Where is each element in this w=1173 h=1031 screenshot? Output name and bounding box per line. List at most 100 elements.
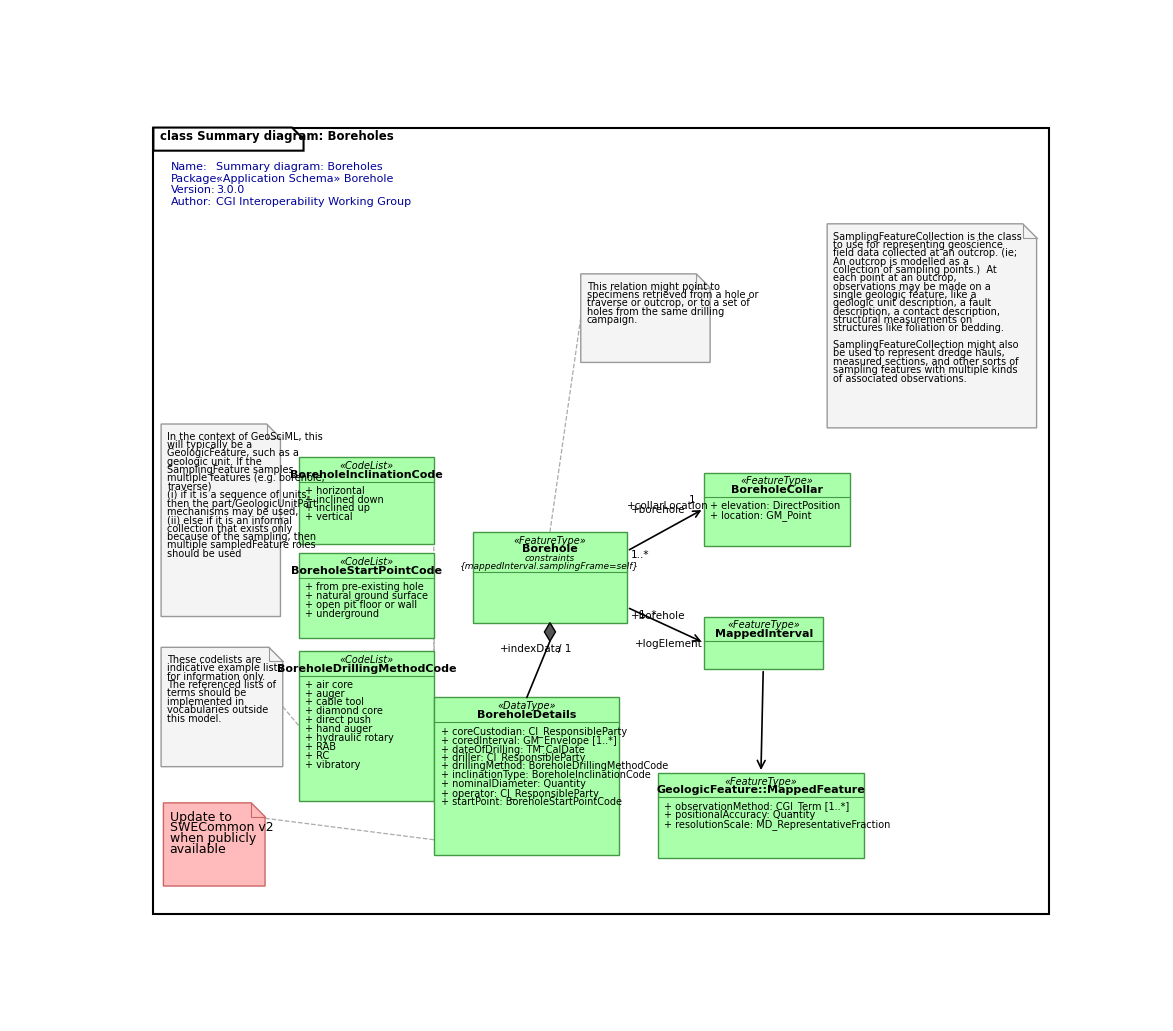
Text: BoreholeStartPointCode: BoreholeStartPointCode [291,566,442,576]
Text: +logElement: +logElement [635,639,703,648]
Text: «CodeList»: «CodeList» [339,557,393,567]
Text: Name:: Name: [171,162,208,172]
Text: BoreholeDetails: BoreholeDetails [477,710,577,720]
Text: vocabularies outside: vocabularies outside [168,705,269,716]
Polygon shape [827,224,1037,428]
Text: single geologic feature, like a: single geologic feature, like a [833,290,977,300]
Text: should be used: should be used [168,548,242,559]
Text: CGI Interoperability Working Group: CGI Interoperability Working Group [216,197,411,207]
Text: «FeatureType»: «FeatureType» [725,776,798,787]
Text: measured sections, and other sorts of: measured sections, and other sorts of [833,357,1019,367]
Text: Borehole: Borehole [522,544,578,555]
Polygon shape [581,274,710,363]
Bar [299,554,434,638]
Text: + operator: CI_ResponsibleParty: + operator: CI_ResponsibleParty [441,788,598,799]
Text: + RC: + RC [305,751,330,761]
Text: traverse or outcrop, or to a set of: traverse or outcrop, or to a set of [586,298,750,308]
Bar [658,773,865,858]
Text: structures like foliation or bedding.: structures like foliation or bedding. [833,324,1004,333]
Text: + air core: + air core [305,679,353,690]
Text: campaign.: campaign. [586,315,638,325]
Polygon shape [163,803,265,886]
Text: «FeatureType»: «FeatureType» [514,536,586,545]
Text: «DataType»: «DataType» [497,701,556,711]
Text: when publicly: when publicly [170,832,256,845]
Polygon shape [154,128,304,151]
Text: {mappedInterval.samplingFrame=self}: {mappedInterval.samplingFrame=self} [460,562,639,571]
Text: In the context of GeoSciML, this: In the context of GeoSciML, this [168,432,323,441]
Text: + natural ground surface: + natural ground surface [305,591,428,601]
Text: «CodeList»: «CodeList» [339,655,393,665]
Text: + open pit floor or wall: + open pit floor or wall [305,600,418,609]
Text: 1..*: 1..* [631,550,650,560]
Text: + nominalDiameter: Quantity: + nominalDiameter: Quantity [441,779,585,789]
Text: then the part/GeologicUnitPart: then the part/GeologicUnitPart [168,499,317,508]
Text: + elevation: DirectPosition: + elevation: DirectPosition [710,501,840,511]
Text: (i) if it is a sequence of units,: (i) if it is a sequence of units, [168,490,310,500]
Text: + vertical: + vertical [305,512,353,523]
Text: + coredInterval: GM_Envelope [1..*]: + coredInterval: GM_Envelope [1..*] [441,735,616,745]
Text: + RAB: + RAB [305,742,337,752]
Text: class Summary diagram: Boreholes: class Summary diagram: Boreholes [161,130,394,143]
Text: sampling features with multiple kinds: sampling features with multiple kinds [833,365,1018,375]
Text: MappedInterval: MappedInterval [714,629,813,639]
Text: +collarLocation: +collarLocation [626,501,708,511]
Text: be used to represent dredge hauls,: be used to represent dredge hauls, [833,348,1005,359]
Text: observations may be made on a: observations may be made on a [833,281,991,292]
Text: description, a contact description,: description, a contact description, [833,306,1001,317]
Text: This relation might point to: This relation might point to [586,281,720,292]
Text: available: available [170,842,226,856]
Text: + coreCustodian: CI_ResponsibleParty: + coreCustodian: CI_ResponsibleParty [441,726,626,737]
Bar [473,532,626,623]
Text: implemented in: implemented in [168,697,244,707]
Text: geologic unit description, a fault: geologic unit description, a fault [833,298,991,308]
Text: + inclined up: + inclined up [305,503,371,513]
Text: BoreholeDrillingMethodCode: BoreholeDrillingMethodCode [277,664,456,673]
Text: multiple features (e.g. borehole,: multiple features (e.g. borehole, [168,473,325,484]
Text: because of the sampling, then: because of the sampling, then [168,532,317,542]
Text: to use for representing geoscience: to use for representing geoscience [833,240,1003,250]
Text: +indexData: +indexData [500,644,562,655]
Text: + diamond core: + diamond core [305,706,382,717]
Text: geologic unit. If the: geologic unit. If the [168,457,262,467]
Text: + from pre-existing hole: + from pre-existing hole [305,581,423,592]
Bar [434,697,619,856]
Text: + direct push: + direct push [305,716,371,725]
Text: + hydraulic rotary: + hydraulic rotary [305,733,394,743]
Text: Version:: Version: [171,186,216,195]
Text: Author:: Author: [171,197,212,207]
Text: constraints: constraints [524,554,575,563]
Text: + startPoint: BoreholeStartPointCode: + startPoint: BoreholeStartPointCode [441,797,622,807]
Text: GeologicFeature::MappedFeature: GeologicFeature::MappedFeature [657,786,866,795]
Text: collection that exists only: collection that exists only [168,524,292,534]
Text: 1: 1 [689,495,696,505]
Polygon shape [161,647,283,767]
Text: 3.0.0: 3.0.0 [216,186,244,195]
Text: holes from the same drilling: holes from the same drilling [586,306,724,317]
Text: GeologicFeature, such as a: GeologicFeature, such as a [168,448,299,459]
Bar [299,457,434,544]
Text: «FeatureType»: «FeatureType» [727,621,800,630]
Text: «Application Schema» Borehole: «Application Schema» Borehole [216,174,393,184]
Text: structural measurements on: structural measurements on [833,315,972,325]
Text: + inclined down: + inclined down [305,495,384,504]
Text: + vibratory: + vibratory [305,760,360,770]
Text: + observationMethod: CGI_Term [1..*]: + observationMethod: CGI_Term [1..*] [664,801,849,812]
Text: + resolutionScale: MD_RepresentativeFraction: + resolutionScale: MD_RepresentativeFrac… [664,819,890,830]
Text: collection of sampling points.)  At: collection of sampling points.) At [833,265,997,275]
Text: «CodeList»: «CodeList» [339,461,393,471]
Text: The referenced lists of: The referenced lists of [168,680,277,690]
Text: indicative example lists: indicative example lists [168,663,283,673]
Text: +borehole: +borehole [631,611,685,621]
Polygon shape [544,623,556,641]
Text: (ii) else if it is an informal: (ii) else if it is an informal [168,516,292,525]
Text: terms should be: terms should be [168,689,246,698]
Text: mechanisms may be used,: mechanisms may be used, [168,507,299,517]
Text: / 1: / 1 [557,644,571,655]
Text: BoreholeCollar: BoreholeCollar [731,485,823,495]
Text: Package:: Package: [171,174,222,184]
Text: SamplingFeatureCollection is the class: SamplingFeatureCollection is the class [833,232,1022,241]
Text: Summary diagram: Boreholes: Summary diagram: Boreholes [216,162,382,172]
Text: + dateOfDrilling: TM_CalDate: + dateOfDrilling: TM_CalDate [441,743,584,755]
Bar [299,652,434,801]
